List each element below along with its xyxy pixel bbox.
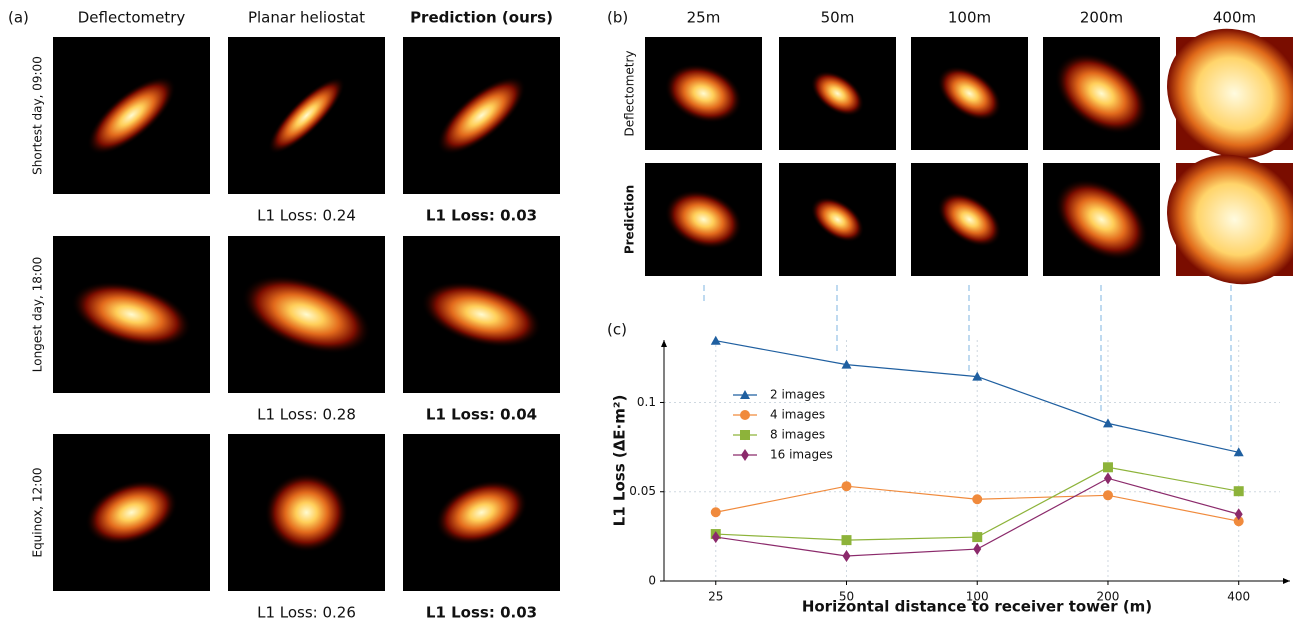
row-label: Longest day, 18:00 [31, 257, 45, 372]
data-point [1103, 472, 1112, 485]
data-point [1102, 462, 1113, 473]
heatmap-spot [1054, 178, 1149, 261]
x-tick-label: 400 [1227, 590, 1250, 604]
data-point [841, 359, 852, 369]
y-axis-arrow [661, 340, 667, 347]
loss-label: L1 Loss: 0.03 [426, 604, 537, 622]
heatmap-spot [421, 281, 542, 348]
column-header: Deflectometry [78, 9, 186, 27]
heatmap-spot [241, 274, 372, 355]
y-tick-label: 0.1 [637, 395, 656, 409]
heatmap-spot [85, 479, 178, 546]
y-tick-label: 0.05 [629, 484, 656, 498]
row-label: Equinox, 12:00 [31, 467, 45, 557]
heatmap-spot [1167, 28, 1293, 159]
heatmap-spot [810, 196, 865, 243]
loss-label: L1 Loss: 0.04 [426, 406, 537, 424]
data-point [1102, 490, 1113, 501]
y-axis-label: L1 Loss (ΔE·m²) [611, 395, 629, 527]
legend-label: 16 images [770, 448, 833, 462]
data-point [711, 531, 720, 544]
data-point [841, 481, 852, 492]
heatmap-spot [1167, 154, 1293, 285]
heatmap-spot [937, 66, 1002, 121]
data-point [972, 532, 983, 543]
loss-label: L1 Loss: 0.28 [257, 406, 356, 424]
legend-marker [741, 449, 749, 461]
column-header: 400m [1213, 9, 1256, 27]
legend-marker [740, 410, 750, 420]
data-point [972, 371, 983, 381]
heatmap-spot [435, 479, 528, 546]
data-point [972, 494, 983, 505]
column-header: Prediction (ours) [410, 9, 553, 27]
x-tick-label: 50 [839, 590, 854, 604]
heatmap-spot [664, 63, 743, 124]
x-tick-label: 100 [966, 590, 989, 604]
row-label: Deflectometry [623, 50, 637, 136]
panel-label: (a) [8, 9, 29, 27]
loss-label: L1 Loss: 0.03 [426, 207, 537, 225]
data-point [1102, 418, 1113, 428]
heatmap-spot [264, 472, 349, 553]
x-axis-arrow [1283, 578, 1290, 584]
y-tick-label: 0 [648, 574, 656, 588]
panel-label: (b) [607, 9, 628, 27]
loss-label: L1 Loss: 0.24 [257, 207, 356, 225]
legend-label: 8 images [770, 428, 825, 442]
data-point [1234, 508, 1243, 521]
heatmap-spot [664, 189, 743, 250]
data-point [841, 535, 852, 546]
column-header: 25m [687, 9, 721, 27]
heatmap-spot [268, 77, 345, 154]
heatmap-spot [810, 70, 865, 117]
heatmap-spot [937, 192, 1002, 247]
column-header: 100m [948, 9, 991, 27]
heatmap-spot [437, 76, 526, 155]
legend-label: 4 images [770, 408, 825, 422]
legend-marker [740, 390, 750, 399]
x-axis-label: Horizontal distance to receiver tower (m… [802, 598, 1152, 616]
column-header: 200m [1080, 9, 1123, 27]
panel-label: (c) [607, 321, 627, 339]
loss-label: L1 Loss: 0.26 [257, 604, 356, 622]
column-header: Planar heliostat [248, 9, 365, 27]
x-tick-label: 25 [708, 590, 723, 604]
data-point [973, 543, 982, 556]
column-header: 50m [821, 9, 855, 27]
heatmap-spot [87, 76, 176, 155]
legend-label: 2 images [770, 388, 825, 402]
data-point [1233, 486, 1244, 497]
data-point [1233, 516, 1244, 527]
heatmap-spot [1054, 52, 1149, 135]
legend-marker [740, 430, 750, 440]
data-point [710, 335, 721, 345]
x-tick-label: 200 [1097, 590, 1120, 604]
data-point [710, 507, 721, 518]
data-point [842, 550, 851, 563]
row-label: Prediction [623, 185, 637, 254]
data-point [1233, 447, 1244, 457]
heatmap-spot [71, 281, 192, 348]
row-label: Shortest day, 09:00 [31, 56, 45, 175]
